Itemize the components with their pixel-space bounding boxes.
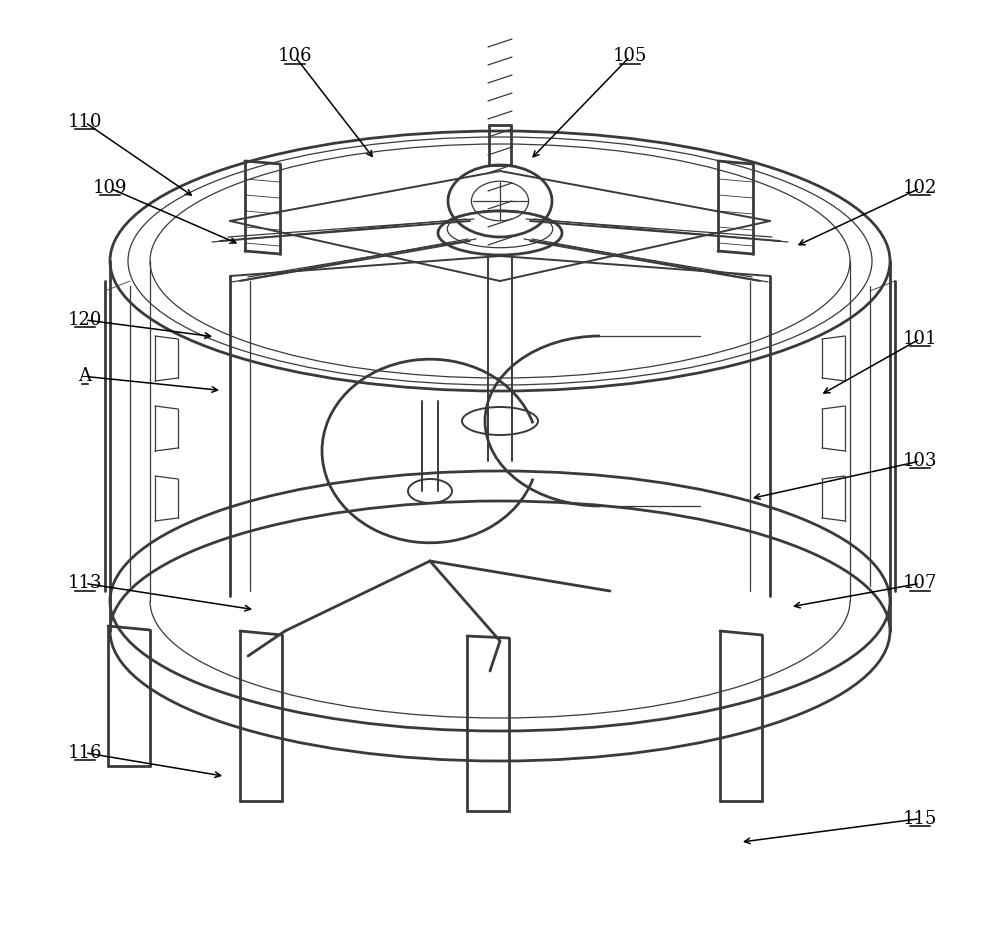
Text: 107: 107	[903, 574, 937, 593]
Text: 116: 116	[68, 743, 102, 762]
Text: 113: 113	[68, 574, 102, 593]
Text: 102: 102	[903, 179, 937, 198]
Text: 101: 101	[903, 329, 937, 348]
Text: 103: 103	[903, 452, 937, 470]
Text: 105: 105	[613, 47, 647, 66]
Text: A: A	[78, 367, 92, 386]
Text: 120: 120	[68, 311, 102, 329]
Text: 109: 109	[93, 179, 127, 198]
Text: 110: 110	[68, 113, 102, 132]
Text: 115: 115	[903, 809, 937, 828]
Text: 106: 106	[278, 47, 312, 66]
